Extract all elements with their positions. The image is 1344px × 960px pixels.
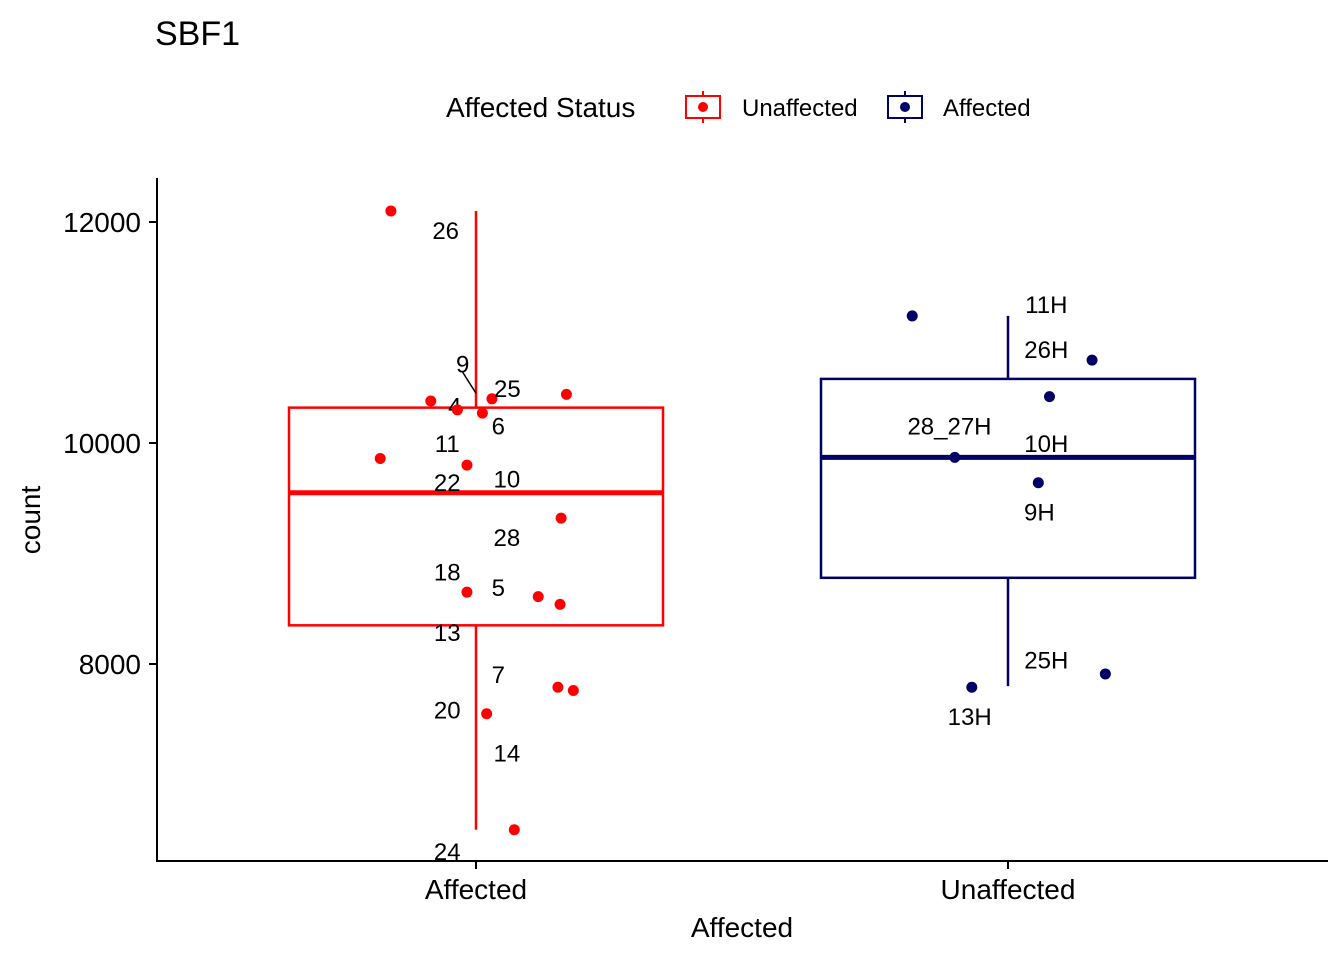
plot-area: 26925411622102818513720142411H26H10H28_2… [287, 205, 1197, 866]
data-point-10H [1043, 391, 1055, 403]
data-point-28_27H [949, 451, 961, 463]
point-label-13H: 13H [948, 704, 992, 731]
point-label-22: 22 [434, 470, 461, 497]
legend-label-unaffected: Unaffected [742, 95, 858, 122]
legend-key-affected-dot [900, 102, 910, 112]
point-label-13: 13 [434, 620, 461, 647]
data-point-11H [906, 310, 918, 322]
point-label-26H: 26H [1024, 337, 1068, 364]
point-label-9: 9 [456, 352, 469, 379]
point-label-10H: 10H [1024, 431, 1068, 458]
y-tick-label-12000: 12000 [63, 207, 141, 238]
y-tick-label-8000: 8000 [79, 649, 141, 680]
point-label-25: 25 [494, 376, 521, 403]
point-label-11: 11 [435, 431, 460, 458]
point-label-6: 6 [492, 413, 505, 440]
data-point-25 [560, 388, 572, 400]
data-point-13H [966, 681, 978, 693]
point-label-26: 26 [432, 218, 459, 245]
point-label-14: 14 [494, 741, 521, 768]
data-point-11 [451, 404, 463, 416]
box-rect-affected [287, 406, 665, 627]
legend-key-unaffected [685, 91, 721, 123]
x-axis-title: Affected [691, 912, 793, 943]
leader-line-9 [462, 371, 477, 394]
legend-title: Affected Status [446, 92, 635, 123]
point-label-28_27H: 28_27H [907, 413, 991, 440]
data-point-10 [461, 459, 473, 471]
y-axis-title: count [15, 486, 46, 555]
data-point-7 [552, 681, 564, 693]
legend-label-affected: Affected [943, 95, 1031, 122]
point-label-25H: 25H [1024, 648, 1068, 675]
data-point-14 [481, 708, 493, 720]
chart-title: SBF1 [155, 15, 240, 53]
y-tick-label-10000: 10000 [63, 428, 141, 459]
data-point-18 [461, 586, 473, 598]
point-label-7: 7 [492, 662, 505, 689]
point-label-11H: 11H [1025, 292, 1067, 319]
data-point-24 [508, 824, 520, 836]
data-point-26 [385, 205, 397, 217]
data-point-22 [374, 452, 386, 464]
point-label-18: 18 [434, 559, 461, 586]
point-label-20: 20 [434, 697, 461, 724]
data-point-5 [532, 591, 544, 603]
legend-key-unaffected-dot [698, 102, 708, 112]
point-label-9H: 9H [1024, 500, 1055, 527]
data-point-9H [1032, 477, 1044, 489]
data-point-26H [1086, 354, 1098, 366]
point-label-10: 10 [494, 466, 521, 493]
data-point-20 [567, 685, 579, 697]
box-affected [287, 210, 665, 830]
data-point-6 [476, 407, 488, 419]
axis-ticks: 8000 10000 12000 Affected Unaffected [63, 207, 1075, 905]
legend-key-affected [887, 91, 923, 123]
box-rect-unaffected [819, 377, 1197, 580]
data-point-25H [1099, 668, 1111, 680]
data-point-13 [554, 598, 566, 610]
x-tick-label-affected: Affected [425, 874, 527, 905]
box-unaffected [819, 315, 1197, 687]
point-label-28: 28 [494, 525, 521, 552]
axes: 8000 10000 12000 Affected Unaffected Affecte… [15, 178, 1328, 943]
point-label-5: 5 [492, 575, 505, 602]
data-point-9 [486, 393, 498, 405]
x-tick-label-unaffected: Unaffected [941, 874, 1076, 905]
data-point-28 [555, 512, 567, 524]
legend: Affected Status Unaffected Affected [446, 91, 1031, 123]
data-point-4 [425, 395, 437, 407]
